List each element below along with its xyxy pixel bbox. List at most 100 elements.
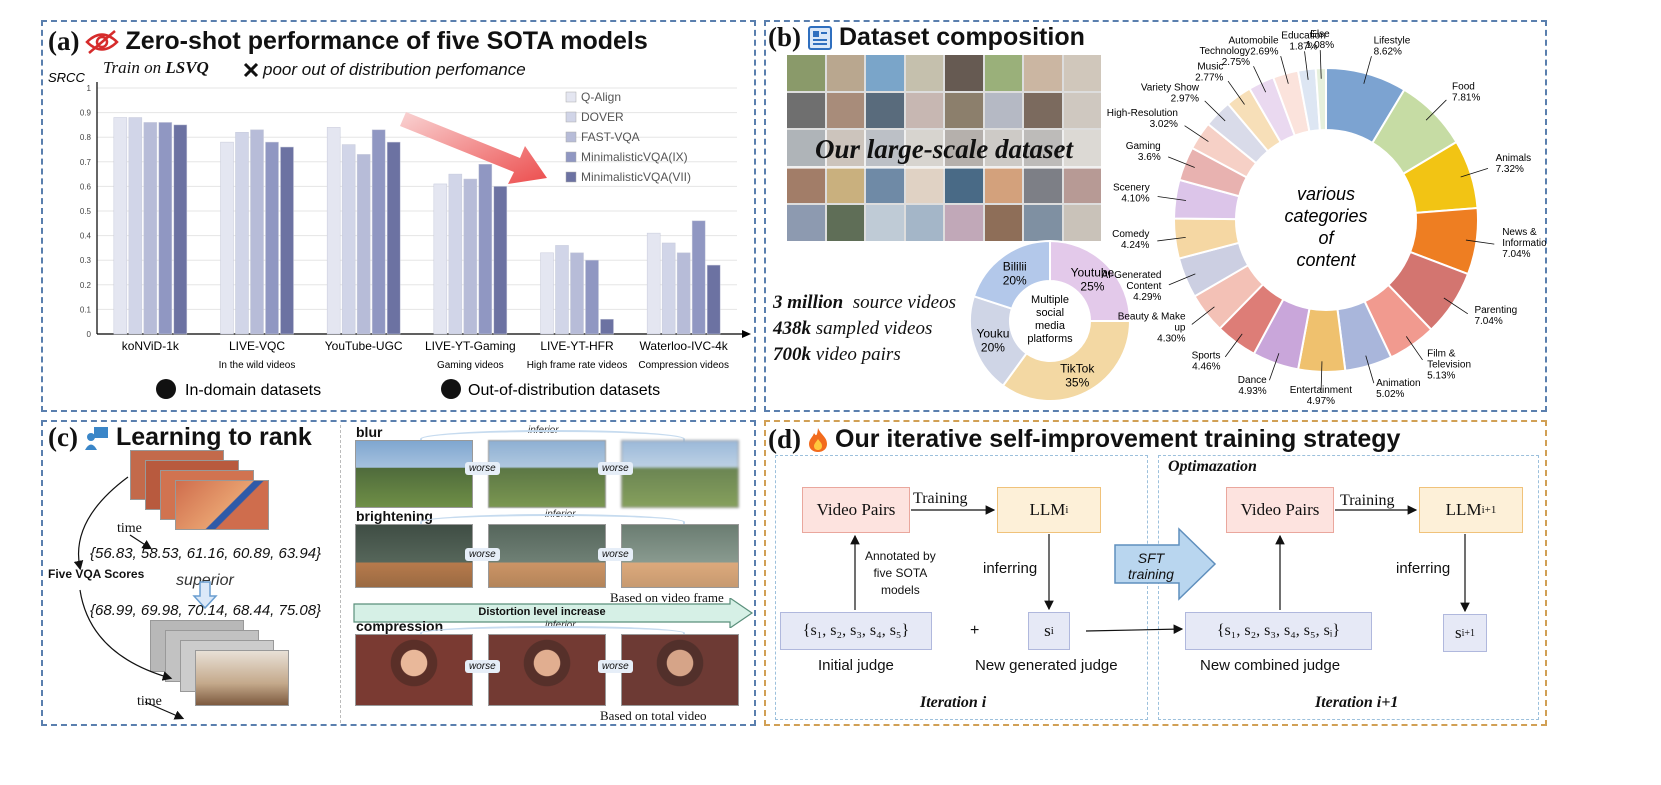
category-name: High-Resolution bbox=[1107, 108, 1178, 119]
llm-i1-text: LLM bbox=[1445, 500, 1482, 519]
category-name: Information bbox=[1502, 238, 1546, 249]
sft-line-2: training bbox=[1128, 566, 1174, 582]
platform-name: Youtube bbox=[1071, 266, 1115, 280]
x-tick-label: LIVE-YT-Gaming bbox=[425, 339, 516, 353]
sad-face-icon bbox=[441, 379, 461, 399]
leader-line bbox=[1425, 99, 1447, 121]
stat-sampled: 438k sampled videos bbox=[773, 316, 956, 342]
sft-line-1: SFT bbox=[1137, 550, 1165, 566]
optimization-label: Optimazation bbox=[1168, 458, 1257, 475]
platform-center-text: media bbox=[1035, 320, 1066, 332]
bar-dover-youtube-ugc bbox=[341, 144, 356, 335]
row-brightening-label: brightening bbox=[356, 508, 433, 524]
based-frame-label: Based on video frame bbox=[610, 590, 724, 605]
annotated-line-1: Annotated by bbox=[865, 549, 936, 563]
bar-dover-waterloo-ivc-4k bbox=[661, 242, 676, 335]
y-tick-label: 0 bbox=[87, 330, 92, 339]
in-domain-label: In-domain datasets bbox=[185, 382, 321, 399]
category-pct: 1.87% bbox=[1289, 41, 1317, 52]
leader-line bbox=[1224, 333, 1243, 358]
stat-source: 3 million source videos bbox=[773, 290, 956, 316]
category-name: Automobile bbox=[1229, 35, 1279, 46]
video-pairs-2: Video Pairs bbox=[1226, 487, 1334, 533]
panel-b-heading: Dataset composition bbox=[839, 23, 1085, 51]
stat-pairs: 700k video pairs bbox=[773, 342, 956, 368]
blur-frame-1 bbox=[355, 440, 473, 508]
si1-sub: i+1 bbox=[1461, 627, 1476, 639]
bright-worse-1: worse bbox=[465, 548, 500, 561]
superior-arrow-icon bbox=[192, 581, 218, 610]
category-pct: 3.6% bbox=[1138, 152, 1161, 163]
platform-slice-youtube bbox=[1049, 239, 1132, 322]
llm-i1-sub: i+1 bbox=[1481, 504, 1497, 516]
x-tick-label: Waterloo-IVC-4k bbox=[640, 339, 729, 353]
legend-label: MinimalisticVQA(VII) bbox=[581, 170, 691, 184]
llm-i-box: LLM i bbox=[997, 487, 1101, 533]
y-tick-label: 0.7 bbox=[80, 158, 92, 167]
group-label: High frame rate videos bbox=[527, 360, 628, 371]
newspaper-icon bbox=[808, 25, 832, 50]
leader-line bbox=[1157, 237, 1186, 242]
category-pct: 5.13% bbox=[1427, 371, 1455, 382]
iteration-i1-label: Iteration i+1 bbox=[1315, 694, 1399, 711]
panel-d-label: (d) bbox=[768, 424, 801, 454]
category-pct: 7.81% bbox=[1452, 92, 1480, 103]
row-brightening-arc bbox=[420, 514, 685, 530]
category-name: Scenery bbox=[1113, 182, 1150, 193]
platform-center-text: Multiple bbox=[1031, 294, 1069, 306]
bar-q-align-live-vqc bbox=[220, 141, 234, 335]
leader-line bbox=[1363, 56, 1372, 84]
legend-swatch bbox=[565, 131, 577, 143]
bright-frame-1 bbox=[355, 524, 473, 588]
train-note: Train on LSVQ bbox=[103, 58, 209, 78]
poor-note-text: poor out of distribution perfomance bbox=[263, 60, 526, 79]
comp-worse-2: worse bbox=[598, 660, 633, 673]
blur-frame-2 bbox=[488, 440, 606, 508]
bar-minimalisticvqa-ix--live-vqc bbox=[265, 141, 279, 335]
category-name: AI-Generated bbox=[1101, 270, 1161, 281]
distortion-arrow bbox=[353, 598, 754, 628]
category-pct: 1.08% bbox=[1306, 40, 1334, 51]
legend-label: DOVER bbox=[581, 110, 624, 124]
panel-a-label: (a) bbox=[48, 26, 80, 56]
presenter-icon bbox=[84, 426, 108, 450]
category-name: Dance bbox=[1238, 375, 1267, 386]
bright-frame-3 bbox=[621, 524, 739, 588]
eye-slash-icon bbox=[85, 29, 120, 54]
category-name: Animals bbox=[1496, 153, 1532, 164]
based-video-label: Based on total video bbox=[600, 708, 707, 723]
panel-b-title: (b) Dataset composition bbox=[768, 22, 1085, 53]
bar-minimalisticvqa-ix--live-yt-gaming bbox=[478, 164, 493, 335]
bar-chart: SRCC 0 0.1 0.2 0.3 0.4 0.5 0.6 0.7 0.8 0.9 1 koNViD-… bbox=[48, 70, 751, 399]
bar-dover-live-yt-hfr bbox=[555, 245, 569, 335]
category-pct: 8.62% bbox=[1374, 46, 1402, 57]
blur-worse-2: worse bbox=[598, 462, 633, 475]
y-tick-label: 0.2 bbox=[80, 281, 92, 290]
row-compression-label: compression bbox=[356, 618, 444, 634]
video-pairs-1: Video Pairs bbox=[802, 487, 910, 533]
platform-slice-tiktok bbox=[1001, 320, 1132, 402]
leader-line bbox=[1443, 297, 1468, 315]
panel-a-title: (a) Zero-shot performance of five SOTA m… bbox=[48, 26, 648, 57]
x-tick-label: LIVE-YT-HFR bbox=[540, 339, 614, 353]
leader-line bbox=[1227, 80, 1245, 105]
platform-slice-bililii bbox=[972, 239, 1051, 310]
combined-judge-box: {s₁, s₂, s₃, s₄, s₅, sᵢ} bbox=[1185, 612, 1372, 650]
y-tick-label: 0.4 bbox=[80, 232, 92, 241]
si1-text: s bbox=[1454, 623, 1462, 642]
legend-swatch bbox=[565, 111, 577, 123]
category-pct: 4.10% bbox=[1121, 193, 1149, 204]
stat-sampled-num: 438k bbox=[773, 318, 811, 339]
si-sub: i bbox=[1050, 625, 1054, 637]
legend-label: FAST-VQA bbox=[581, 130, 640, 144]
bar-minimalisticvqa-ix--konvid-1k bbox=[158, 122, 173, 335]
blur-frame-3 bbox=[621, 440, 739, 508]
y-tick-label: 0.3 bbox=[80, 256, 92, 265]
bar-minimalisticvqa-vii--live-yt-gaming bbox=[493, 186, 508, 335]
stat-sampled-text: sampled videos bbox=[815, 318, 933, 339]
category-pct: 4.93% bbox=[1238, 386, 1266, 397]
leader-line bbox=[1269, 353, 1280, 381]
category-center-text: of bbox=[1318, 228, 1335, 248]
y-tick-label: 0.8 bbox=[80, 133, 92, 142]
